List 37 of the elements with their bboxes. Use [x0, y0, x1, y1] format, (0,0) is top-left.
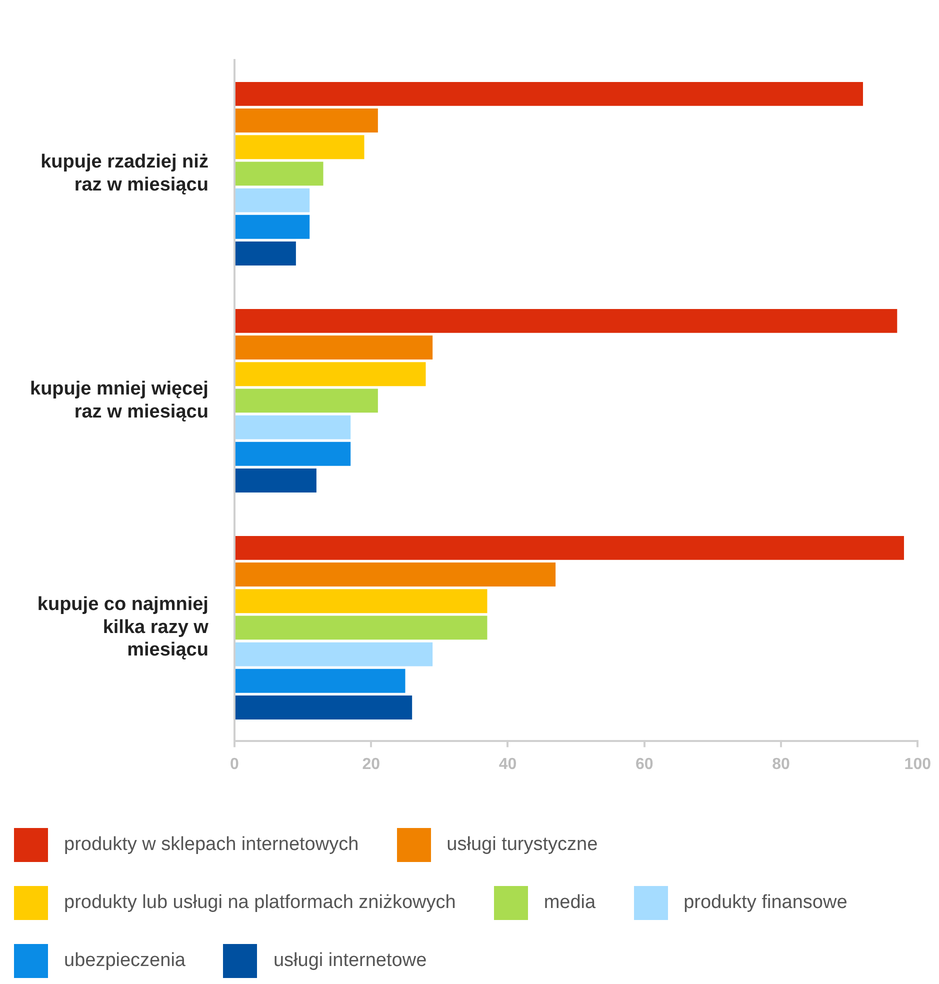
- y-tick-label: kupuje rzadziej niż raz w miesiącu: [40, 152, 208, 196]
- bar: [235, 415, 351, 440]
- bar: [235, 336, 433, 360]
- y-tick-label: kupuje co najmniej kilka razy w miesiącu: [37, 594, 209, 661]
- legend-label: ubezpieczenia: [64, 950, 186, 972]
- bar: [235, 668, 406, 693]
- legend-label: usługi internetowe: [273, 950, 427, 972]
- bar: [235, 188, 310, 212]
- bar: [235, 214, 310, 239]
- bar: [235, 616, 488, 640]
- bar: [235, 562, 556, 586]
- x-tick-label: 40: [498, 756, 517, 774]
- x-tick-label: 60: [635, 756, 654, 774]
- bar: [235, 82, 863, 106]
- legend-label: produkty w sklepach internetowych: [64, 834, 359, 856]
- bar: [235, 162, 324, 186]
- x-tick-label: 0: [230, 756, 239, 774]
- legend-label: produkty finansowe: [684, 892, 848, 914]
- bar: [235, 696, 412, 720]
- x-tick-label: 20: [362, 756, 380, 774]
- bar: [235, 388, 378, 413]
- bar: [235, 308, 898, 333]
- x-tick-label: 100: [904, 756, 932, 774]
- bar: [235, 536, 904, 560]
- bar: [235, 135, 364, 160]
- y-tick-label: kupuje mniej więcej raz w miesiącu: [30, 378, 208, 422]
- bar: [235, 642, 433, 666]
- bar: [235, 108, 378, 132]
- bar: [235, 242, 296, 266]
- bar: [235, 468, 316, 492]
- bar: [235, 589, 488, 614]
- legend-label: usługi turystyczne: [446, 834, 598, 856]
- bar: [235, 362, 426, 386]
- legend-label: produkty lub usługi na platformach zniżkowych: [64, 892, 456, 914]
- bar: [235, 442, 351, 466]
- legend-label: media: [544, 892, 596, 914]
- x-tick-label: 80: [772, 756, 790, 774]
